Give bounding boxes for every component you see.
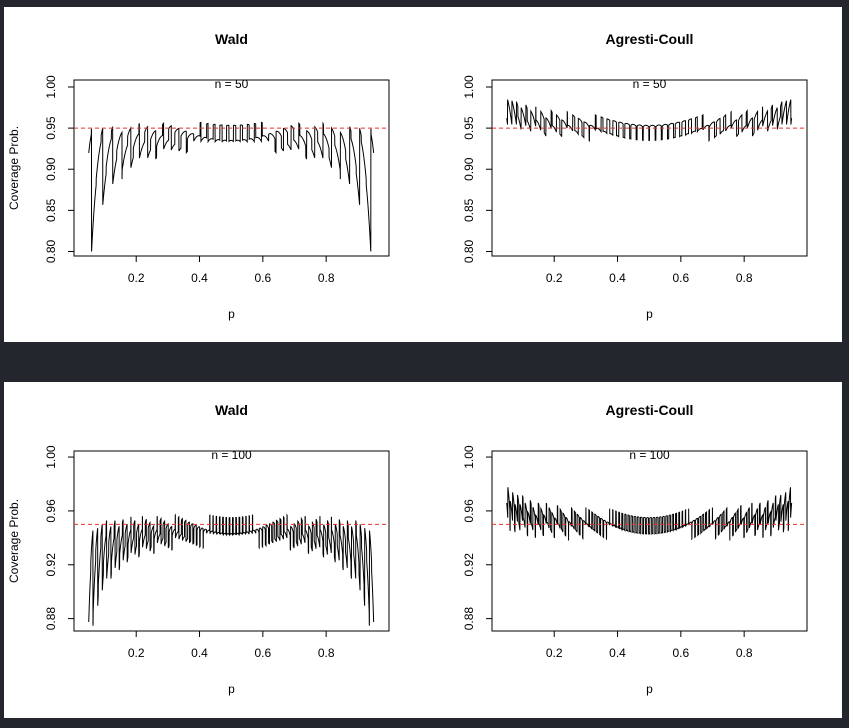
sample-size-annotation: n = 50 xyxy=(633,77,667,91)
plot-frame xyxy=(73,79,390,257)
x-tick-label: 0.2 xyxy=(546,646,563,660)
coverage-series-line xyxy=(506,99,793,142)
sample-size-annotation: n = 50 xyxy=(215,77,249,91)
plot-frame xyxy=(491,450,808,632)
y-tick-label: 0.96 xyxy=(44,499,58,523)
x-tick-label: 0.8 xyxy=(318,271,335,285)
y-tick-label: 1.00 xyxy=(462,75,476,99)
y-tick-label: 0.90 xyxy=(462,157,476,181)
x-axis-label: p xyxy=(228,682,235,696)
plot-frame xyxy=(73,450,390,632)
chart-svg-n100: Wald n = 100 0.2 0.4 0.6 0.8 0.88 0.92 0.96 1.00 p… xyxy=(7,402,808,696)
sample-size-annotation: n = 100 xyxy=(629,448,670,462)
y-tick-label: 1.00 xyxy=(44,75,58,99)
y-tick-label: 0.96 xyxy=(462,499,476,523)
x-tick-label: 0.2 xyxy=(128,271,145,285)
coverage-series-line xyxy=(88,513,375,626)
x-tick-label: 0.6 xyxy=(254,646,271,660)
coverage-series-line xyxy=(506,487,793,541)
x-tick-label: 0.4 xyxy=(191,271,208,285)
y-tick-label: 0.80 xyxy=(462,239,476,263)
x-tick-label: 0.4 xyxy=(609,271,626,285)
x-axis-label: p xyxy=(646,682,653,696)
chart-title: Wald xyxy=(215,402,248,418)
figure-panel-n50: Wald n = 50 0.2 0.4 0.6 0.8 0.80 0.85 0.90 0.95 1.… xyxy=(4,7,842,342)
chart-title: Agresti-Coull xyxy=(606,402,694,418)
chart-svg-n50: Wald n = 50 0.2 0.4 0.6 0.8 0.80 0.85 0.90 0.95 1.… xyxy=(7,31,808,321)
x-tick-label: 0.4 xyxy=(191,646,208,660)
x-tick-label: 0.8 xyxy=(736,271,753,285)
x-axis-label: p xyxy=(646,307,653,321)
x-tick-label: 0.4 xyxy=(609,646,626,660)
x-tick-label: 0.2 xyxy=(546,271,563,285)
y-tick-label: 0.80 xyxy=(44,239,58,263)
y-tick-label: 0.88 xyxy=(44,607,58,631)
plot-frame xyxy=(491,79,808,257)
y-tick-label: 0.95 xyxy=(44,116,58,140)
chart-3: Wald n = 100 0.2 0.4 0.6 0.8 0.88 0.92 0.96 1.00 p… xyxy=(7,402,390,696)
x-axis-label: p xyxy=(228,307,235,321)
sample-size-annotation: n = 100 xyxy=(211,448,252,462)
x-tick-label: 0.6 xyxy=(672,646,689,660)
y-tick-label: 0.92 xyxy=(462,553,476,577)
figure-panel-n100: Wald n = 100 0.2 0.4 0.6 0.8 0.88 0.92 0.96 1.00 p… xyxy=(4,382,842,718)
y-tick-label: 0.95 xyxy=(462,116,476,140)
x-tick-label: 0.8 xyxy=(736,646,753,660)
chart-4: Agresti-Coull n = 100 0.2 0.4 0.6 0.8 0.88 0.92… xyxy=(462,402,808,696)
chart-2: Agresti-Coull n = 50 0.2 0.4 0.6 0.8 0.80 0.85 0… xyxy=(462,31,808,321)
y-tick-label: 0.85 xyxy=(44,198,58,222)
chart-title: Agresti-Coull xyxy=(606,31,694,47)
y-tick-label: 0.92 xyxy=(44,553,58,577)
x-tick-label: 0.6 xyxy=(672,271,689,285)
chart-1: Wald n = 50 0.2 0.4 0.6 0.8 0.80 0.85 0.90 0.95 1.… xyxy=(7,31,390,321)
coverage-series-line xyxy=(88,121,375,252)
x-tick-label: 0.8 xyxy=(318,646,335,660)
y-tick-label: 1.00 xyxy=(462,445,476,469)
y-tick-label: 1.00 xyxy=(44,445,58,469)
x-tick-label: 0.6 xyxy=(254,271,271,285)
y-axis-label: Coverage Prob. xyxy=(7,499,21,583)
y-tick-label: 0.90 xyxy=(44,157,58,181)
chart-title: Wald xyxy=(215,31,248,47)
x-tick-label: 0.2 xyxy=(128,646,145,660)
y-axis-label: Coverage Prob. xyxy=(7,126,21,210)
y-tick-label: 0.88 xyxy=(462,607,476,631)
y-tick-label: 0.85 xyxy=(462,198,476,222)
